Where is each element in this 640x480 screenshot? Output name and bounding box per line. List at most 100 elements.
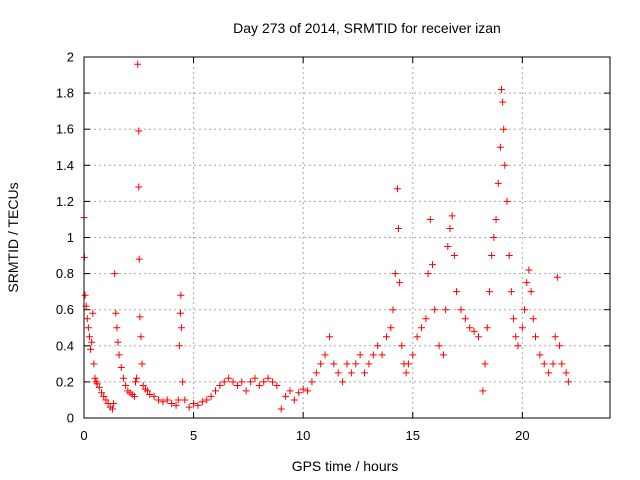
y-tick-labels: 0 0.2 0.4 0.6 0.8 1 1.2 1.4 1.6 1.8 2 — [56, 50, 74, 426]
data-point — [216, 382, 224, 390]
y-tick-label: 0 — [67, 411, 74, 426]
data-point — [492, 215, 500, 223]
data-point — [277, 405, 285, 413]
data-point — [481, 360, 489, 368]
data-point — [130, 392, 138, 400]
chart-title: Day 273 of 2014, SRMTID for receiver iza… — [233, 20, 501, 36]
data-point — [545, 369, 553, 377]
y-tick-label: 0.6 — [56, 302, 74, 317]
data-point — [529, 315, 537, 323]
data-point — [242, 387, 250, 395]
y-tick-label: 0.4 — [56, 338, 74, 353]
data-point — [112, 309, 120, 317]
data-point — [185, 403, 193, 411]
data-point — [369, 351, 377, 359]
data-point — [426, 215, 434, 223]
y-tick-label: 1.4 — [56, 158, 74, 173]
data-point — [549, 360, 557, 368]
data-point — [396, 279, 404, 287]
data-point — [163, 396, 171, 404]
data-point — [84, 324, 92, 332]
data-point — [512, 333, 520, 341]
y-tick-label: 0.8 — [56, 266, 74, 281]
data-point — [135, 255, 143, 263]
data-point — [135, 127, 143, 135]
data-point — [413, 333, 421, 341]
data-point — [111, 270, 119, 278]
data-point — [490, 234, 498, 241]
data-point — [100, 392, 108, 400]
data-point — [461, 315, 469, 323]
data-point — [393, 185, 401, 193]
data-point — [264, 374, 272, 382]
x-tick-label: 15 — [406, 428, 420, 443]
data-point — [139, 382, 147, 390]
data-point — [431, 306, 439, 314]
data-point — [102, 396, 110, 404]
data-point — [87, 345, 95, 353]
data-point — [198, 398, 206, 406]
data-point — [295, 389, 303, 397]
data-point — [347, 369, 355, 377]
data-point — [299, 385, 307, 393]
data-point — [255, 382, 263, 390]
y-tick-label: 0.2 — [56, 374, 74, 389]
data-point — [190, 400, 198, 408]
x-tick-label: 10 — [296, 428, 310, 443]
data-point — [365, 360, 373, 368]
data-point — [444, 243, 452, 251]
data-point — [207, 392, 215, 400]
data-point — [225, 374, 233, 382]
data-point — [531, 333, 539, 341]
data-point — [521, 306, 529, 314]
data-point — [95, 383, 103, 391]
data-point — [498, 85, 506, 93]
data-point — [212, 387, 219, 395]
x-tick-label: 5 — [190, 428, 197, 443]
data-point — [89, 309, 97, 317]
data-point — [138, 360, 146, 368]
data-point — [540, 360, 548, 368]
data-point — [398, 342, 406, 350]
data-point — [418, 324, 426, 332]
data-point — [500, 125, 508, 133]
data-point — [391, 270, 399, 278]
data-point — [122, 382, 130, 390]
data-point — [446, 224, 454, 232]
data-point — [562, 369, 570, 377]
data-point — [439, 351, 447, 359]
data-point — [133, 374, 141, 382]
data-point — [556, 342, 564, 350]
data-point — [409, 351, 417, 359]
data-point — [536, 351, 544, 359]
grid-lines — [84, 57, 610, 418]
data-point — [282, 392, 290, 400]
data-point — [352, 360, 360, 368]
y-tick-label: 1.2 — [56, 194, 74, 209]
data-point — [389, 306, 397, 314]
data-point — [510, 315, 518, 323]
data-point — [174, 396, 182, 404]
y-tick-label: 1.8 — [56, 86, 74, 101]
data-point — [435, 342, 443, 350]
data-point — [132, 378, 140, 386]
data-point — [356, 351, 364, 359]
data-point — [450, 252, 458, 260]
data-point — [339, 378, 347, 386]
data-point — [155, 396, 163, 404]
data-point — [334, 369, 342, 377]
data-point — [457, 306, 465, 314]
data-point — [330, 360, 338, 368]
data-point — [290, 396, 298, 404]
data-point — [113, 324, 121, 332]
y-tick-label: 1.6 — [56, 122, 74, 137]
x-tick-label: 20 — [515, 428, 529, 443]
data-point — [172, 401, 180, 409]
data-point — [374, 342, 382, 350]
data-point — [286, 387, 294, 395]
data-point — [114, 338, 122, 346]
data-point — [422, 315, 430, 323]
data-point — [117, 363, 125, 371]
data-point — [378, 351, 386, 359]
